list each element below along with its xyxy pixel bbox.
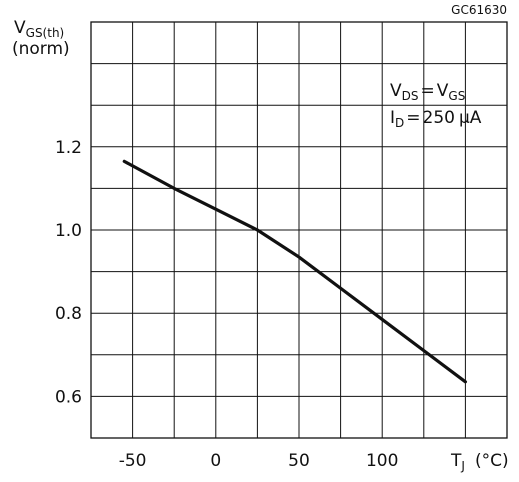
- x-tick-label: -50: [119, 451, 147, 471]
- y-axis-label-line2: (norm): [12, 39, 70, 59]
- annotation-vds-vgs: VDS = VGS: [390, 81, 465, 103]
- chart-text-layer: -50 0 50 100 0.6 0.8 1.0 1.2 GC61630 VGS(th)(norm…: [12, 3, 509, 473]
- y-axis-label-line1: VGS(th): [14, 18, 64, 40]
- x-tick-label: 50: [288, 451, 310, 471]
- chart-code: GC61630: [451, 3, 507, 17]
- y-tick-label: 0.8: [55, 304, 82, 324]
- annotation-id: ID = 250 µA: [390, 108, 482, 130]
- y-tick-label: 0.6: [55, 387, 82, 407]
- series-line-1: [122, 159, 467, 384]
- y-tick-label: 1.2: [55, 138, 82, 158]
- x-tick-label: 0: [210, 451, 221, 471]
- y-tick-label: 1.0: [55, 221, 82, 241]
- chart-series-layer: [122, 159, 467, 384]
- chart-grid: [90, 21, 508, 439]
- x-axis-label: TJ (°C): [450, 451, 509, 473]
- x-tick-label: 100: [366, 451, 398, 471]
